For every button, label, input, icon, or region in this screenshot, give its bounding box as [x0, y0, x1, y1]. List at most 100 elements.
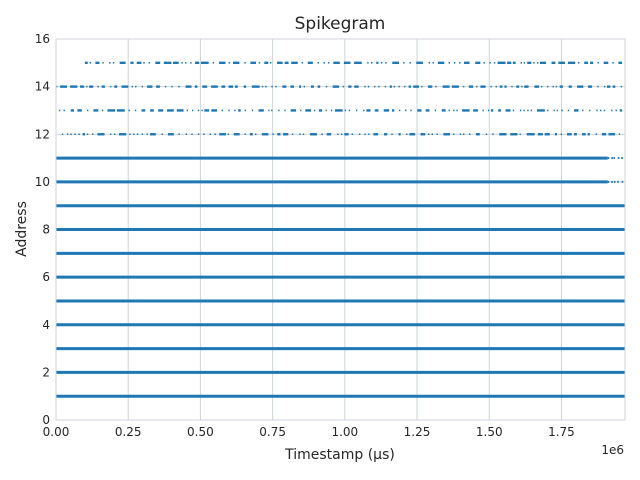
spike-mark — [448, 109, 450, 112]
spike-mark — [523, 62, 526, 64]
spike-mark — [307, 61, 313, 65]
spike-mark — [596, 109, 598, 112]
spike-mark — [537, 109, 545, 112]
spike-mark — [119, 61, 126, 65]
spike-mark — [607, 180, 610, 183]
spike-mark — [516, 85, 520, 88]
spike-mark — [219, 133, 226, 136]
spike-mark — [499, 85, 503, 88]
spike-mark — [271, 85, 273, 88]
spike-mark — [290, 85, 294, 88]
spike-mark — [290, 109, 297, 112]
spike-mark — [383, 109, 390, 112]
spike-mark — [547, 109, 549, 112]
spike-mark — [178, 85, 180, 88]
spike-mark — [340, 133, 343, 136]
spike-series-address-10 — [56, 180, 624, 184]
spike-mark — [451, 85, 459, 88]
spike-mark — [161, 133, 163, 136]
spike-mark — [194, 85, 198, 88]
spike-mark — [601, 133, 607, 136]
spike-mark — [490, 85, 492, 88]
spike-mark — [364, 133, 366, 136]
spike-mark — [428, 62, 430, 64]
spike-mark — [158, 109, 164, 112]
spike-mark — [136, 133, 139, 136]
spike-mark — [409, 133, 416, 136]
spike-mark — [261, 85, 264, 88]
spike-mark — [58, 109, 61, 112]
spike-mark — [300, 109, 302, 112]
spike-mark — [141, 85, 144, 88]
spike-mark — [577, 85, 584, 88]
spike-mark — [129, 133, 131, 136]
spike-mark — [384, 133, 388, 136]
spike-mark — [363, 109, 365, 112]
spike-mark — [573, 133, 577, 136]
spike-mark — [192, 109, 194, 112]
spike-mark — [284, 109, 286, 112]
spike-series-address-12 — [61, 133, 623, 136]
spike-mark — [600, 109, 602, 112]
spike-mark — [134, 109, 137, 112]
spike-mark — [147, 85, 153, 88]
spike-mark — [60, 85, 67, 88]
spike-mark — [77, 109, 82, 112]
spike-mark — [271, 109, 273, 112]
spike-mark — [282, 85, 287, 88]
spike-mark — [244, 62, 246, 64]
spike-mark — [233, 133, 240, 136]
spike-mark — [135, 85, 137, 88]
spike-mark — [201, 109, 203, 112]
spike-mark — [475, 61, 481, 65]
spike-mark — [234, 109, 236, 112]
spike-mark — [621, 180, 624, 183]
plot-frame — [55, 38, 626, 421]
spike-mark — [497, 61, 506, 65]
spike-mark — [95, 61, 100, 65]
spike-mark — [617, 157, 620, 160]
spike-mark — [607, 157, 610, 160]
spike-mark — [113, 133, 116, 136]
spike-mark — [421, 85, 423, 88]
spike-mark — [603, 61, 609, 65]
y-tick-label: 4 — [42, 318, 50, 332]
spike-mark — [214, 133, 216, 136]
spike-mark — [534, 85, 540, 88]
spike-mark — [406, 133, 408, 136]
spike-mark — [492, 133, 494, 136]
spike-mark — [131, 85, 133, 88]
spike-mark — [313, 109, 316, 112]
spike-mark — [539, 61, 547, 65]
spike-mark — [284, 61, 289, 65]
spike-mark — [186, 109, 189, 112]
spike-mark — [181, 62, 183, 64]
spike-mark — [611, 109, 613, 112]
spike-mark — [234, 85, 238, 88]
spike-mark — [568, 85, 572, 88]
spike-mark — [197, 109, 200, 112]
spike-mark — [380, 62, 383, 64]
spike-mark — [617, 180, 619, 183]
spike-mark — [258, 62, 261, 64]
spike-mark — [619, 109, 623, 112]
spike-mark — [490, 109, 494, 112]
spike-mark — [171, 85, 173, 88]
spike-mark — [409, 62, 411, 64]
spike-mark — [185, 62, 187, 64]
spike-mark — [89, 62, 91, 64]
spike-mark — [507, 61, 512, 65]
spike-mark — [618, 133, 621, 136]
spike-mark — [403, 85, 406, 88]
spike-mark — [112, 62, 115, 64]
spike-mark — [209, 133, 212, 136]
spike-mark — [416, 61, 423, 65]
spike-mark — [272, 133, 274, 136]
spike-mark — [116, 109, 125, 112]
spike-mark — [428, 133, 430, 136]
spike-mark — [128, 109, 130, 112]
spike-mark — [278, 109, 280, 112]
spike-mark — [244, 133, 246, 136]
spike-mark — [150, 133, 156, 136]
spike-mark — [317, 85, 321, 88]
